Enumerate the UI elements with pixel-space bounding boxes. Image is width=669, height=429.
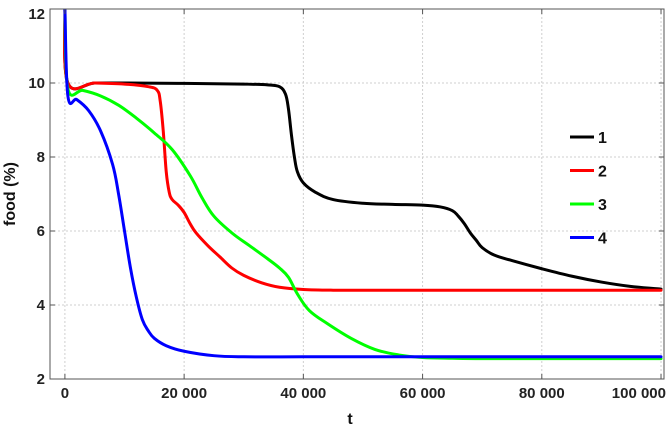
series-line-4 [63, 9, 663, 359]
x-tick-label: 40 000 [280, 385, 326, 402]
legend: 1 2 3 4 [570, 130, 607, 248]
x-axis-title: t [347, 411, 353, 428]
series-line-2 [63, 9, 663, 292]
legend-label-2: 2 [598, 164, 607, 181]
y-tick-label: 8 [37, 149, 45, 166]
y-tick-label: 12 [28, 6, 45, 23]
series-lines [63, 9, 663, 361]
legend-label-1: 1 [598, 130, 607, 147]
x-tick-label: 100 000 [612, 385, 666, 402]
x-tick-label: 60 000 [400, 385, 446, 402]
x-tick-label: 20 000 [161, 385, 207, 402]
plot-frame [49, 8, 665, 380]
series-line-1 [63, 9, 663, 291]
x-tick-label: 0 [61, 385, 69, 402]
y-tick-label: 6 [37, 223, 45, 240]
grid-lines [50, 8, 664, 380]
y-tick-label: 4 [37, 297, 46, 314]
y-tick-label: 10 [28, 75, 45, 92]
legend-label-3: 3 [598, 197, 607, 214]
legend-label-4: 4 [598, 231, 607, 248]
y-axis-title: food (%) [2, 162, 19, 226]
y-tick-label: 2 [37, 371, 45, 388]
x-tick-label: 80 000 [519, 385, 565, 402]
